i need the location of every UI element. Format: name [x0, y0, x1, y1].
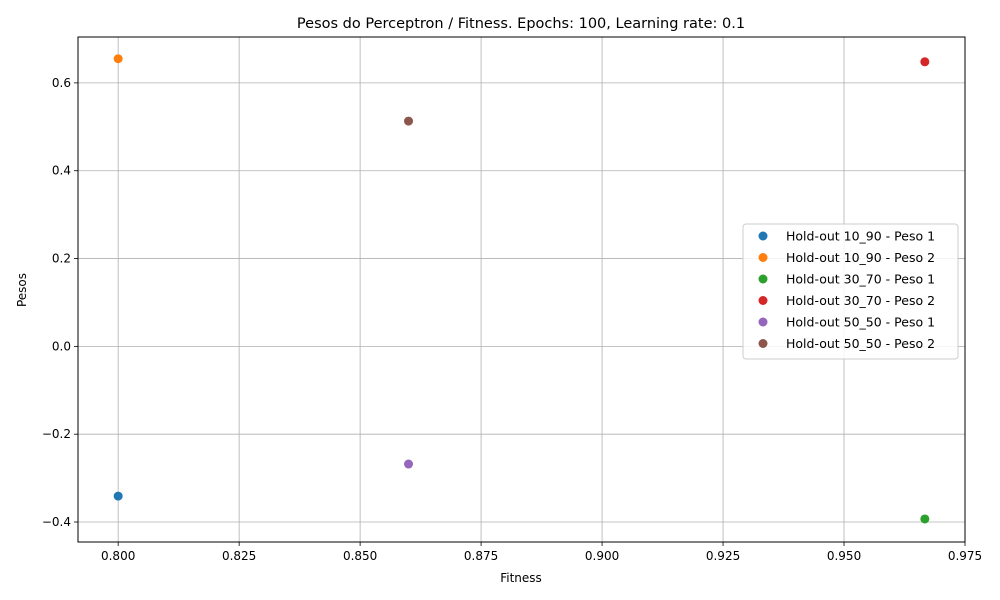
y-tick-label: −0.4 [42, 515, 71, 529]
legend-marker [758, 339, 768, 348]
data-point [404, 459, 414, 469]
x-tick-label: 0.925 [706, 549, 740, 563]
legend-marker [758, 274, 768, 284]
data-point [920, 514, 930, 524]
x-tick-label: 0.875 [464, 549, 498, 563]
chart-title: Pesos do Perceptron / Fitness. Epochs: 1… [297, 16, 745, 32]
legend-marker [758, 253, 768, 262]
x-tick-label: 0.800 [101, 549, 135, 563]
data-point [404, 116, 414, 126]
x-tick-label: 0.850 [343, 549, 377, 563]
x-axis-label: Fitness [500, 571, 542, 585]
y-axis-label: Pesos [15, 273, 29, 307]
legend-marker [758, 296, 768, 305]
legend-label: Hold-out 10_90 - Peso 1 [786, 229, 935, 244]
y-tick-label: 0.6 [52, 76, 71, 90]
y-tick-label: −0.2 [42, 427, 71, 441]
legend-marker [758, 231, 768, 241]
x-tick-label: 0.950 [827, 549, 861, 563]
legend-label: Hold-out 50_50 - Peso 1 [786, 315, 935, 330]
x-tick-label: 0.975 [948, 549, 982, 563]
plot-frame [77, 36, 966, 543]
x-tick-label: 0.825 [222, 549, 256, 563]
x-tick-label: 0.900 [585, 549, 619, 563]
data-point [113, 491, 123, 501]
data-point [113, 54, 123, 64]
legend: Hold-out 10_90 - Peso 1 Hold-out 10_90 - … [742, 223, 959, 360]
y-tick-label: 0.4 [52, 164, 71, 178]
data-point [920, 57, 930, 67]
legend-label: Hold-out 30_70 - Peso 1 [786, 272, 935, 287]
y-tick-label: 0.0 [52, 339, 71, 353]
y-tick-label: 0.2 [52, 252, 71, 266]
legend-label: Hold-out 10_90 - Peso 2 [786, 250, 935, 265]
legend-marker [758, 317, 768, 327]
y-axis: −0.4 −0.2 0.0 0.2 0.4 0.6 [42, 76, 78, 529]
x-axis: 0.800 0.825 0.850 0.875 0.900 0.925 0.950 0.975 [101, 542, 982, 563]
data-points [113, 54, 930, 524]
legend-box [742, 223, 959, 360]
legend-label: Hold-out 30_70 - Peso 2 [786, 293, 935, 308]
legend-label: Hold-out 50_50 - Peso 2 [786, 336, 935, 351]
